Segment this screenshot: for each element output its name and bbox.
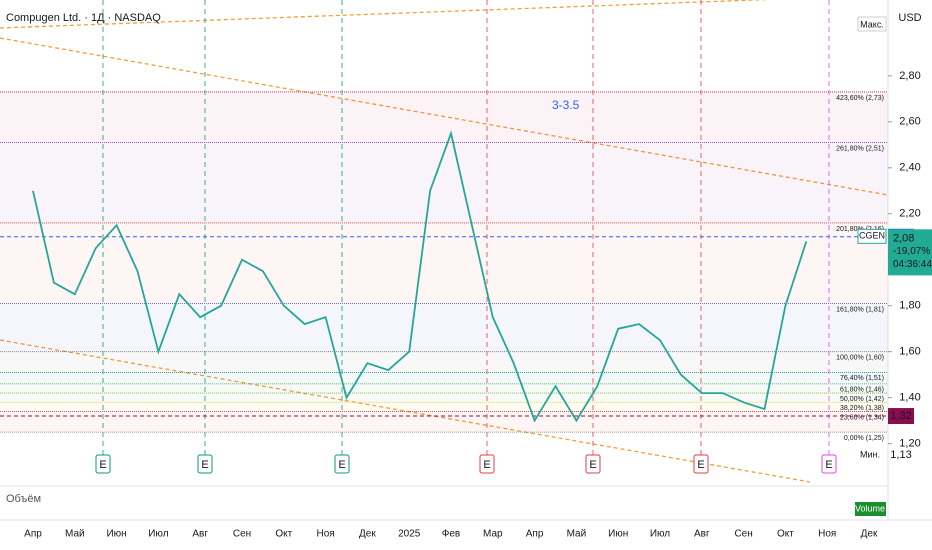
x-tick-label: Окт	[777, 529, 794, 540]
volume-badge-text: Volume	[855, 503, 885, 513]
x-tick-label: Июн	[608, 529, 628, 540]
x-tick-label: Дек	[861, 529, 878, 540]
fib-zone	[0, 351, 888, 373]
price-level-label: 1,32	[890, 410, 911, 422]
y-tick-label: 1,20	[899, 438, 920, 450]
fib-zone	[0, 372, 888, 384]
y-tick-label: 2,80	[899, 70, 920, 82]
y-tick-label: 1,60	[899, 346, 920, 358]
fib-label: 261,80% (2,51)	[836, 145, 884, 152]
fib-label: 50,00% (1,42)	[840, 396, 884, 403]
x-tick-label: Сен	[233, 529, 251, 540]
earnings-label: E	[825, 459, 832, 471]
fib-zone	[0, 393, 888, 403]
y-tick-label: 2,40	[899, 162, 920, 174]
currency: USD	[898, 12, 921, 24]
ticker: CGEN	[859, 231, 885, 241]
fib-zone	[0, 383, 888, 394]
x-tick-label: Авг	[192, 529, 208, 540]
x-tick-label: Ноя	[818, 529, 836, 540]
earnings-label: E	[589, 459, 596, 471]
price-line	[32, 130, 808, 423]
earnings-label: E	[201, 459, 208, 471]
x-tick-label: 2025	[398, 529, 421, 540]
trend-line	[0, 37, 889, 196]
ticker-badge	[857, 228, 887, 244]
last-price: 2,08	[893, 232, 914, 244]
x-tick-label: Май	[65, 529, 85, 540]
max-badge	[857, 16, 887, 32]
min-value: 1,13	[890, 449, 911, 461]
x-tick-label: Июл	[148, 529, 168, 540]
earnings-label: E	[338, 459, 345, 471]
x-tick-label: Окт	[275, 529, 292, 540]
fib-zone	[0, 91, 888, 143]
earnings-marker	[821, 454, 837, 474]
annotation: 3-3.5	[552, 98, 580, 112]
x-tick-label: Май	[567, 529, 587, 540]
earnings-label: E	[99, 459, 106, 471]
earnings-label: E	[697, 459, 704, 471]
earnings-label: E	[483, 459, 490, 471]
fib-label: 61,80% (1,46)	[840, 387, 884, 394]
change: -19,07%	[893, 246, 930, 257]
x-tick-label: Авг	[694, 529, 710, 540]
volume-badge	[855, 502, 886, 516]
x-tick-label: Июл	[650, 529, 670, 540]
x-tick-label: Апр	[526, 529, 544, 540]
x-tick-label: Ноя	[316, 529, 334, 540]
earnings-marker	[334, 454, 350, 474]
y-tick-label: 1,40	[899, 392, 920, 404]
price-level-badge	[888, 408, 914, 425]
fib-zone	[0, 402, 888, 412]
x-tick-label: Июн	[106, 529, 126, 540]
x-tick-label: Апр	[24, 529, 42, 540]
earnings-marker	[197, 454, 213, 474]
fib-zone	[0, 303, 888, 352]
x-tick-label: Фев	[442, 529, 460, 540]
earnings-marker	[479, 454, 495, 474]
fib-zone	[0, 142, 888, 223]
y-tick-label: 1,80	[899, 300, 920, 312]
fib-label: 38,20% (1,38)	[840, 405, 884, 412]
fib-label: 161,80% (1,81)	[836, 306, 884, 313]
x-tick-label: Дек	[359, 529, 376, 540]
x-tick-label: Мар	[483, 529, 503, 540]
last-price-box	[888, 229, 932, 276]
trend-line	[0, 0, 771, 29]
fib-label: 23,60% (1,34)	[840, 414, 884, 421]
earnings-marker	[95, 454, 111, 474]
fib-label: 76,40% (1,51)	[840, 375, 884, 382]
max-label: Макс.	[860, 19, 884, 29]
y-tick-label: 2,20	[899, 208, 920, 220]
earnings-marker	[693, 454, 709, 474]
fib-label: 100,00% (1,60)	[836, 355, 884, 362]
y-tick-label: 2,60	[899, 116, 920, 128]
earnings-marker	[585, 454, 601, 474]
chart-title: Compugen Ltd. · 1Д · NASDAQ	[6, 12, 161, 24]
volume-label: Объём	[6, 493, 41, 505]
fib-zone	[0, 411, 888, 433]
x-tick-label: Сен	[734, 529, 752, 540]
fib-label: 0,00% (1,25)	[844, 435, 884, 442]
countdown: 04:36:44	[893, 259, 932, 270]
min-label: Мин.	[860, 449, 880, 459]
fib-label: 423,60% (2,73)	[836, 95, 884, 102]
